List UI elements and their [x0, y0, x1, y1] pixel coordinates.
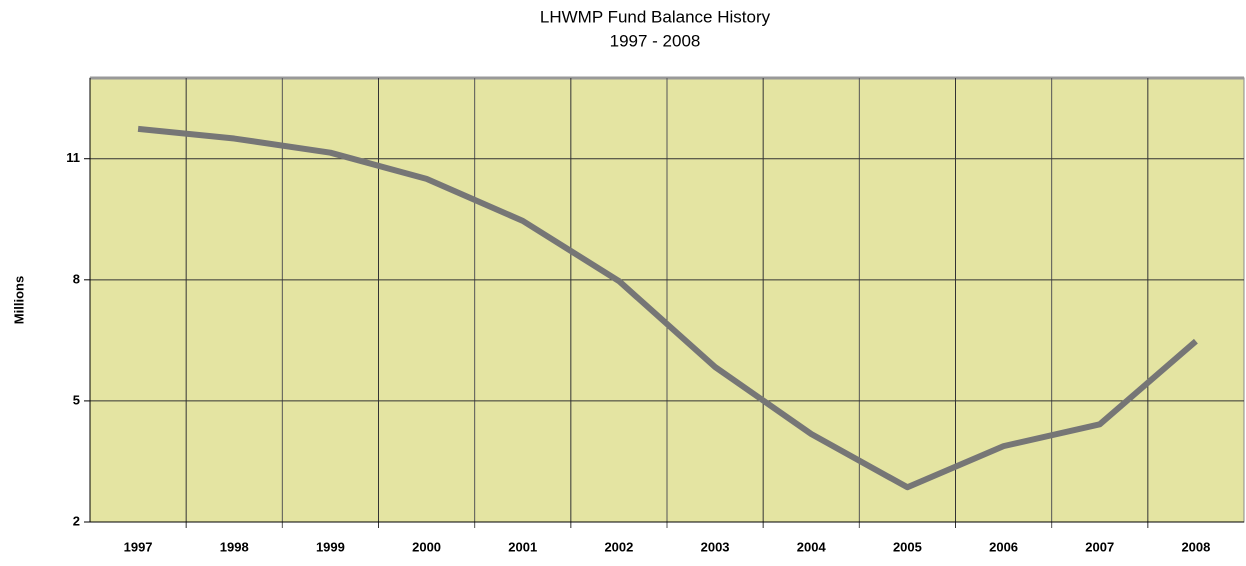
x-tick-label: 1998 [220, 539, 249, 554]
x-tick-label: 2005 [893, 539, 922, 554]
y-tick-label: 2 [73, 513, 80, 528]
x-tick-label: 2002 [604, 539, 633, 554]
y-tick-label: 11 [66, 150, 80, 165]
x-tick-label: 2007 [1085, 539, 1114, 554]
x-tick-label: 1997 [124, 539, 153, 554]
x-tick-label: 1999 [316, 539, 345, 554]
y-tick-label: 8 [73, 271, 80, 286]
y-tick-label: 5 [73, 392, 80, 407]
chart-subtitle: 1997 - 2008 [610, 31, 701, 50]
x-tick-label: 2000 [412, 539, 441, 554]
y-axis-label: Millions [11, 276, 26, 324]
x-tick-label: 2001 [508, 539, 537, 554]
data-line [137, 125, 1198, 491]
x-tick-label: 2003 [701, 539, 730, 554]
chart-title: LHWMP Fund Balance History [540, 7, 771, 26]
x-tick-label: 2008 [1181, 539, 1210, 554]
x-tick-label: 2006 [989, 539, 1018, 554]
x-tick-label: 2004 [797, 539, 827, 554]
